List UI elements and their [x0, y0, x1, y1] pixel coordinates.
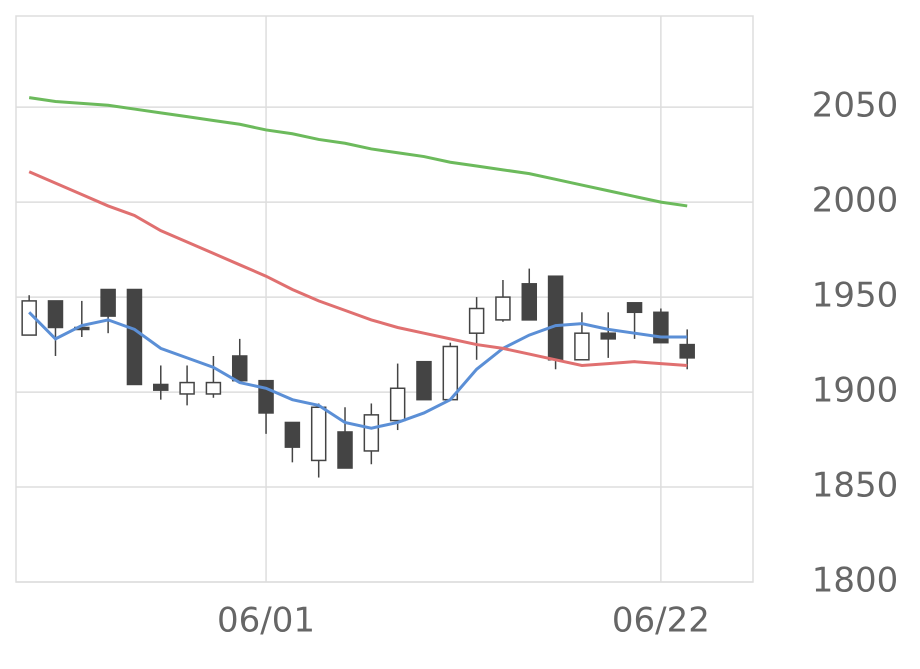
moving-average-line [28, 170, 688, 367]
candle-body [100, 288, 116, 317]
candle-body [363, 414, 380, 452]
candle-body [416, 360, 432, 401]
candle-body [337, 431, 353, 469]
y-tick-label: 1850 [812, 466, 899, 506]
candle-body [521, 283, 538, 321]
candle-body [310, 406, 327, 462]
plot-frame [15, 15, 754, 583]
x-tick-label: 06/22 [612, 601, 710, 641]
y-tick-label: 1900 [812, 371, 899, 411]
moving-average-line [28, 96, 688, 208]
candle-body [258, 379, 274, 414]
candle-body [284, 421, 301, 448]
candle-body [389, 387, 406, 422]
candle-body [574, 332, 590, 361]
candle-body [442, 345, 459, 401]
candle-body [231, 355, 248, 382]
candle-body [205, 381, 222, 395]
x-tick-label: 06/01 [217, 601, 315, 641]
candle-body [179, 381, 195, 395]
candle-body [679, 343, 695, 359]
candle-body [126, 288, 143, 386]
candle-body [547, 275, 564, 361]
moving-average-line [28, 311, 688, 430]
candle-body [626, 302, 643, 314]
candle-body [47, 300, 64, 329]
candle-body [495, 296, 511, 321]
candle-body [468, 307, 485, 334]
y-tick-label: 2000 [812, 181, 899, 221]
candle-body [600, 332, 616, 340]
y-tick-label: 1950 [812, 276, 899, 316]
candle-body [153, 383, 169, 391]
y-tick-label: 1800 [812, 561, 899, 601]
y-tick-label: 2050 [812, 86, 899, 126]
